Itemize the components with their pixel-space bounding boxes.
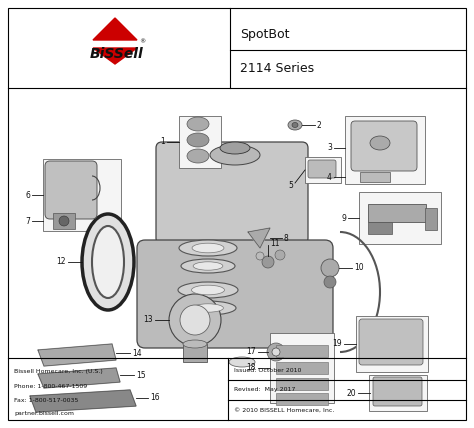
Ellipse shape [370, 136, 390, 150]
Text: 10: 10 [354, 264, 364, 273]
Circle shape [275, 250, 285, 260]
Circle shape [321, 259, 339, 277]
Text: 5: 5 [288, 181, 293, 190]
Polygon shape [38, 368, 120, 388]
Ellipse shape [292, 122, 298, 128]
Text: 18: 18 [246, 363, 256, 372]
Bar [276, 393, 328, 405]
Ellipse shape [192, 243, 224, 253]
Text: 8: 8 [284, 234, 289, 243]
Text: 6: 6 [25, 190, 30, 199]
Text: 11: 11 [270, 238, 280, 247]
FancyBboxPatch shape [137, 240, 333, 348]
Ellipse shape [92, 226, 124, 298]
Bar [345, 116, 425, 184]
Polygon shape [248, 228, 270, 248]
Circle shape [272, 348, 280, 356]
Text: 12: 12 [56, 258, 66, 267]
Text: Fax: 1-800-517-0035: Fax: 1-800-517-0035 [14, 398, 78, 402]
Text: 17: 17 [246, 348, 256, 357]
Bar [270, 333, 334, 403]
Ellipse shape [187, 149, 209, 163]
FancyBboxPatch shape [45, 161, 97, 219]
Circle shape [262, 256, 274, 268]
Ellipse shape [183, 340, 207, 348]
Ellipse shape [191, 285, 225, 295]
Text: 15: 15 [136, 371, 146, 380]
Bar [368, 204, 426, 222]
Ellipse shape [82, 214, 134, 310]
Text: 13: 13 [143, 315, 153, 324]
Ellipse shape [181, 259, 235, 273]
FancyBboxPatch shape [351, 121, 417, 171]
Polygon shape [30, 390, 136, 412]
Ellipse shape [210, 145, 260, 165]
Circle shape [169, 294, 221, 346]
Text: Revised:  May 2017: Revised: May 2017 [234, 387, 295, 392]
Text: 1: 1 [160, 137, 165, 146]
Bar [305, 157, 341, 183]
Text: 4: 4 [327, 172, 332, 181]
Bar [43, 159, 121, 231]
Bar [276, 362, 328, 374]
Text: 2114 Series: 2114 Series [240, 62, 314, 74]
Text: 3: 3 [327, 143, 332, 152]
Ellipse shape [288, 120, 302, 130]
Text: 19: 19 [332, 339, 342, 348]
Circle shape [180, 305, 210, 335]
Bar [183, 344, 207, 362]
Polygon shape [38, 344, 116, 366]
Bar [360, 172, 390, 182]
Ellipse shape [193, 262, 223, 270]
FancyBboxPatch shape [156, 142, 308, 244]
Ellipse shape [179, 240, 237, 256]
Bar [356, 316, 428, 372]
Ellipse shape [192, 304, 223, 312]
Bar [359, 192, 441, 244]
Text: partner.bissell.com: partner.bissell.com [14, 411, 74, 416]
Ellipse shape [187, 133, 209, 147]
Text: BiSSell: BiSSell [90, 47, 144, 61]
FancyBboxPatch shape [359, 319, 423, 365]
Bar [53, 213, 75, 229]
Text: 2: 2 [317, 121, 322, 130]
Ellipse shape [187, 117, 209, 131]
Text: 20: 20 [346, 389, 356, 398]
Bar [276, 378, 328, 390]
Bar [369, 375, 427, 411]
Polygon shape [93, 18, 137, 40]
Ellipse shape [229, 357, 255, 367]
FancyBboxPatch shape [373, 377, 422, 406]
Circle shape [324, 276, 336, 288]
Text: 9: 9 [341, 214, 346, 223]
Circle shape [256, 252, 264, 260]
Ellipse shape [180, 301, 236, 315]
Text: © 2010 BISSELL Homecare, Inc.: © 2010 BISSELL Homecare, Inc. [234, 407, 334, 413]
Bar [179, 116, 221, 168]
Text: 14: 14 [132, 348, 142, 357]
Text: 7: 7 [25, 217, 30, 226]
Bar [276, 345, 328, 357]
Polygon shape [93, 48, 137, 64]
Ellipse shape [220, 142, 250, 154]
Text: Issued: October 2010: Issued: October 2010 [234, 368, 301, 372]
Ellipse shape [178, 282, 238, 298]
Text: SpotBot: SpotBot [240, 27, 290, 41]
Circle shape [59, 216, 69, 226]
Text: Phone: 1-800-467-1509: Phone: 1-800-467-1509 [14, 383, 87, 389]
Text: ®: ® [139, 39, 145, 45]
Circle shape [267, 343, 285, 361]
FancyBboxPatch shape [308, 160, 336, 178]
Text: 16: 16 [150, 393, 160, 402]
Text: Bissell Homecare, Inc. (U.S.): Bissell Homecare, Inc. (U.S.) [14, 369, 103, 374]
Bar [368, 222, 392, 234]
Bar [425, 208, 437, 230]
